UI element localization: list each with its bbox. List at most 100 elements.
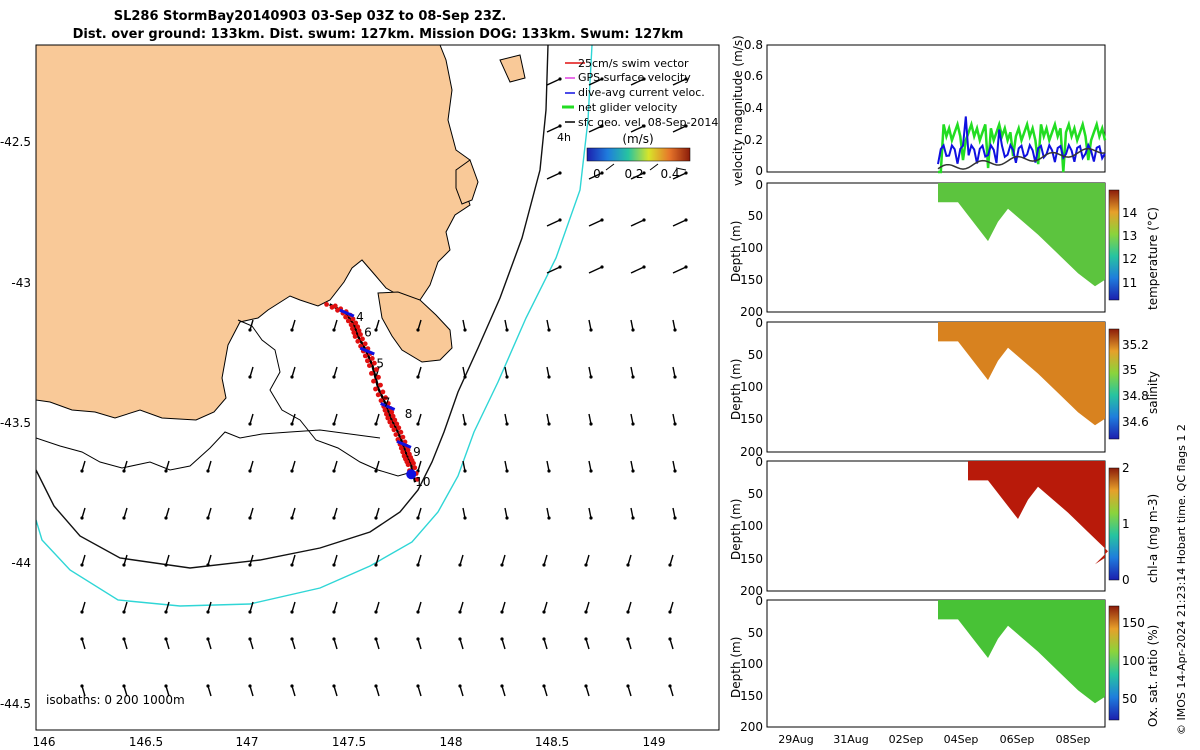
velocity-vector-head [673, 375, 677, 379]
velocity-vector-head [206, 637, 210, 641]
velocity-vector [504, 319, 508, 331]
velocity-vector [291, 638, 296, 650]
velocity-vector [291, 601, 296, 613]
velocity-vector-head [584, 563, 588, 567]
ox-depth-200: 200 [740, 720, 763, 734]
velocity-vector [459, 685, 464, 697]
velocity-vector-head [631, 469, 635, 473]
track-swim-vector [393, 432, 399, 437]
track-swim-vector [372, 360, 377, 366]
track-swim-vector [405, 447, 411, 453]
velocity-vector-head [122, 563, 126, 567]
track-swim-vector [398, 445, 404, 451]
velocity-vector [333, 507, 338, 519]
velocity-vector [627, 685, 632, 697]
chla-panel: 0 1 2 chl-a (mg m-3) 0 50 100 150 200 De… [729, 455, 1160, 598]
temperature-colorbar [1108, 189, 1120, 301]
velocity-vector [417, 554, 422, 566]
velocity-vector [417, 685, 422, 697]
temperature-ylabel: Depth (m) [729, 221, 743, 282]
velocity-vector [588, 172, 603, 180]
track-swim-vector [398, 429, 404, 435]
velocity-vector [165, 460, 170, 472]
velocity-vector [249, 601, 254, 613]
velocity-vector [630, 366, 634, 378]
isobath-200 [36, 45, 549, 569]
track-dive-current [396, 439, 412, 449]
velocity-vector [669, 638, 674, 650]
velocity-vector-head [416, 563, 420, 567]
velocity-vector [672, 413, 676, 425]
track-swim-vector [371, 378, 376, 384]
velocity-vector-head [290, 328, 294, 332]
chla-cbar-label: chl-a (mg m-3) [1146, 494, 1160, 583]
velocity-vector [249, 319, 254, 331]
velocity-vector [459, 638, 464, 650]
velocity-vector-head [332, 684, 336, 688]
track-day-label: 10 [415, 475, 430, 489]
track-swim-vector [355, 338, 361, 344]
time-tick-08sep: 08Sep [1056, 733, 1091, 746]
velocity-vector [291, 554, 296, 566]
track-swim-vector [389, 409, 395, 415]
velocity-vector [333, 638, 338, 650]
sal-depth-50: 50 [748, 348, 763, 362]
track-swim-vector [387, 419, 393, 425]
velocity-vector [375, 413, 380, 425]
velocity-vector-head [122, 684, 126, 688]
lon-tick-146-5: 146.5 [129, 735, 163, 749]
velocity-vector-head [626, 684, 630, 688]
velocity-vector [543, 554, 548, 566]
velocity-vector [333, 685, 338, 697]
velocity-vector-head [164, 637, 168, 641]
velocity-vector [630, 319, 634, 331]
track-swim-vector [352, 334, 358, 339]
velocity-vector [375, 554, 380, 566]
velocity-vector [207, 638, 212, 650]
velocity-vector-head [416, 328, 420, 332]
velocity-vector-head [505, 516, 509, 520]
track-swim-vector [400, 434, 406, 440]
velocity-vector-head [626, 610, 630, 614]
velocity-vector-head [558, 124, 562, 128]
sal-depth-200: 200 [740, 445, 763, 459]
velocity-vector-head [631, 422, 635, 426]
velocity-vector [672, 172, 687, 180]
track-dive-current [339, 308, 355, 318]
velocity-vector [417, 413, 422, 425]
oxygen-section [938, 600, 1105, 704]
velocity-vector [627, 638, 632, 650]
maria-island [455, 159, 479, 205]
velocity-vector-head [626, 637, 630, 641]
track-swim-vector [389, 423, 395, 429]
velocity-vector [333, 366, 338, 378]
velocity-vector-head [589, 328, 593, 332]
velocity-vector-head [206, 516, 210, 520]
velocity-vector-head [547, 328, 551, 332]
velocity-vector-head [463, 516, 467, 520]
velocity-vector-head [332, 375, 336, 379]
velocity-vector-head [248, 610, 252, 614]
track-swim-vector [378, 398, 384, 403]
map-legend: 25cm/s swim vector GPS surface velocity … [557, 57, 718, 181]
velocity-vector-head [416, 516, 420, 520]
velocity-vector-head [626, 563, 630, 567]
velocity-vector-head [500, 563, 504, 567]
velocity-vector-head [122, 610, 126, 614]
velocity-vector-head [673, 422, 677, 426]
legend-4h: 4h [557, 131, 571, 144]
salinity-section [938, 322, 1105, 426]
velocity-vector [207, 460, 212, 472]
chla-depth-150: 150 [740, 552, 763, 566]
lon-tick-146: 146 [33, 735, 56, 749]
velocity-vector [165, 638, 170, 650]
velocity-vector [627, 601, 632, 613]
track-swim-vector [365, 358, 370, 364]
track-swim-vector [348, 322, 354, 328]
velocity-vector-head [80, 516, 84, 520]
velocity-vector-head [206, 469, 210, 473]
lon-ticks: 146 146.5 147 147.5 148 148.5 149 [33, 735, 666, 749]
velocity-vector [669, 685, 674, 697]
velocity-vector-head [668, 563, 672, 567]
